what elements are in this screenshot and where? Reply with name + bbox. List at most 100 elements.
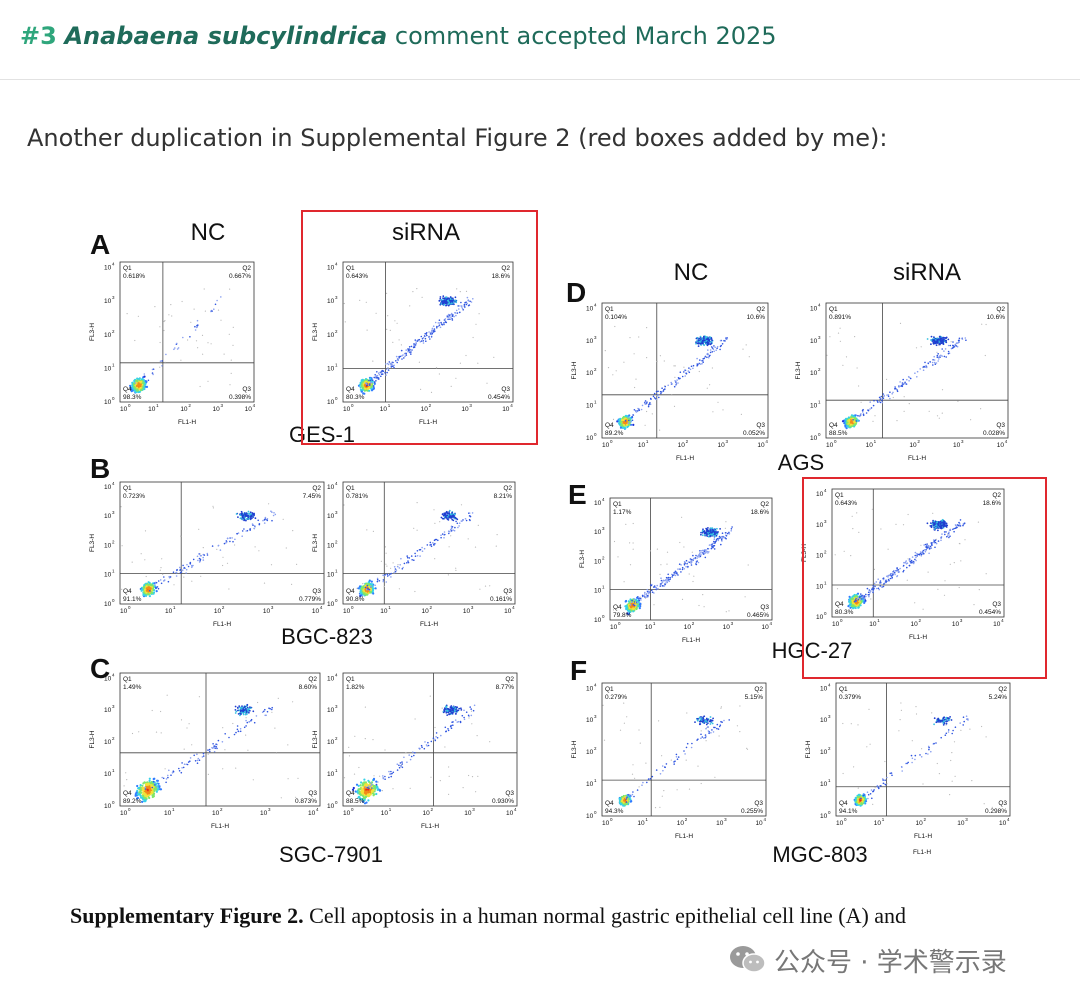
quadrant-label-q1: Q1 [123,676,132,683]
flow-plot-E-siRNA: Q10.643%Q218.6%Q30.454%Q480.3%1001001011… [801,488,1005,641]
flow-plot-C-siRNA: Q11.82%Q28.77%Q30.930%Q488.5%10010010110… [312,672,518,830]
value-q1: 0.723% [123,493,145,500]
x-tick-label: 10 [997,442,1005,449]
x-tick-exp: 0 [844,817,847,822]
y-tick-label: 10 [104,513,112,520]
x-tick-label: 10 [866,442,874,449]
x-tick-label: 10 [502,406,510,413]
y-tick-label: 10 [327,298,335,305]
flow-plot-D-siRNA: Q10.891%Q210.6%Q30.028%Q488.5%1001001011… [795,302,1009,462]
quadrant-label-q2: Q2 [501,265,510,272]
y-tick-label: 10 [594,588,602,595]
y-tick-exp: 0 [594,432,597,437]
comment-number[interactable]: #3 [20,22,57,50]
quadrant-label-q3: Q3 [992,601,1001,608]
y-tick-exp: 1 [112,569,115,574]
y-tick-label: 10 [104,739,112,746]
x-tick-label: 10 [260,810,268,817]
x-tick-label: 10 [645,624,653,631]
quadrant-label-q3: Q3 [760,604,769,611]
x-tick-exp: 3 [965,817,968,822]
x-tick-label: 10 [343,406,351,413]
x-tick-label: 10 [602,820,610,827]
y-tick-label: 10 [104,675,112,682]
quadrant-label-q3: Q3 [996,422,1005,429]
x-tick-exp: 3 [268,807,271,812]
y-tick-label: 10 [820,717,828,724]
x-tick-label: 10 [716,820,724,827]
x-tick-label: 10 [421,406,429,413]
y-tick-exp: 3 [594,335,597,340]
y-tick-label: 10 [594,500,602,507]
x-tick-label: 10 [832,621,840,628]
x-axis-label: FL1-H [909,634,927,641]
column-header-left-sirna: siRNA [392,219,460,246]
quadrant-label-q3: Q3 [998,800,1007,807]
x-tick-label: 10 [723,624,731,631]
caption-text: Cell apoptosis in a human normal gastric… [303,903,907,928]
flow-plot-A-siRNA: Q10.643%Q218.6%Q30.454%Q480.3%1001001011… [312,261,514,426]
y-tick-label: 10 [104,601,112,608]
x-tick-exp: 0 [610,817,613,822]
x-tick-label: 10 [874,820,882,827]
x-tick-exp: 2 [429,403,432,408]
x-tick-exp: 3 [731,621,734,626]
quadrant-label-q1: Q1 [346,485,355,492]
event-points [120,503,298,598]
y-tick-exp: 2 [112,736,115,741]
y-axis-label: FL3-H [579,550,586,568]
quadrant-label-q2: Q2 [998,686,1007,693]
x-tick-exp: 4 [514,807,517,812]
event-points [826,322,987,430]
cell-line-label: BGC-823 [281,624,373,649]
quadrant-label-q3: Q3 [501,386,510,393]
value-q1: 0.781% [346,493,368,500]
x-tick-label: 10 [684,624,692,631]
quadrant-label-q2: Q2 [242,265,251,272]
value-q2: 10.6% [987,314,1006,321]
quadrant-label-q4: Q4 [605,422,614,429]
x-tick-exp: 3 [471,605,474,610]
x-tick-exp: 1 [645,817,648,822]
flow-plot-D-NC: Q10.104%Q210.6%Q30.052%Q489.2%1001001011… [571,302,769,462]
y-tick-exp: 1 [824,580,827,585]
x-tick-label: 10 [637,820,645,827]
event-points [604,325,750,431]
y-axis-label: FL3-H [312,534,319,552]
y-tick-label: 10 [104,484,112,491]
y-tick-label: 10 [820,749,828,756]
x-tick-exp: 0 [351,807,354,812]
x-tick-exp: 1 [646,439,649,444]
x-axis-label: FL1-H [421,823,439,830]
y-tick-label: 10 [586,305,594,312]
value-q2: 18.6% [492,273,511,280]
x-tick-exp: 2 [431,807,434,812]
x-tick-label: 10 [762,624,770,631]
x-tick-label: 10 [164,810,172,817]
y-tick-exp: 0 [602,614,605,619]
x-tick-exp: 4 [512,605,515,610]
event-points [123,694,299,804]
y-tick-label: 10 [104,265,112,272]
quadrant-label-q4: Q4 [839,800,848,807]
x-tick-exp: 2 [222,605,225,610]
x-tick-label: 10 [757,442,765,449]
y-tick-label: 10 [816,553,824,560]
x-tick-exp: 4 [320,605,323,610]
value-q3: 0.161% [490,596,512,603]
x-tick-exp: 4 [253,403,256,408]
value-q3: 0.779% [299,596,321,603]
x-tick-label: 10 [343,810,351,817]
quadrant-label-q4: Q4 [613,604,622,611]
x-tick-exp: 1 [874,439,877,444]
species-name[interactable]: Anabaena subcylindrica [64,22,388,50]
flow-plot-C-NC: Q11.49%Q28.60%Q30.873%Q489.2%10010010110… [89,672,321,830]
x-axis-label: FL1-H [211,823,229,830]
flow-plot-E-NC: Q11.17%Q218.6%Q30.465%Q479.8%10010010110… [579,497,773,644]
x-tick-exp: 1 [653,621,656,626]
value-q1: 1.49% [123,684,142,691]
x-tick-label: 10 [464,810,472,817]
caption-label: Supplementary Figure 2. [70,903,304,928]
comment-title: #3 Anabaena subcylindrica comment accept… [20,22,777,50]
